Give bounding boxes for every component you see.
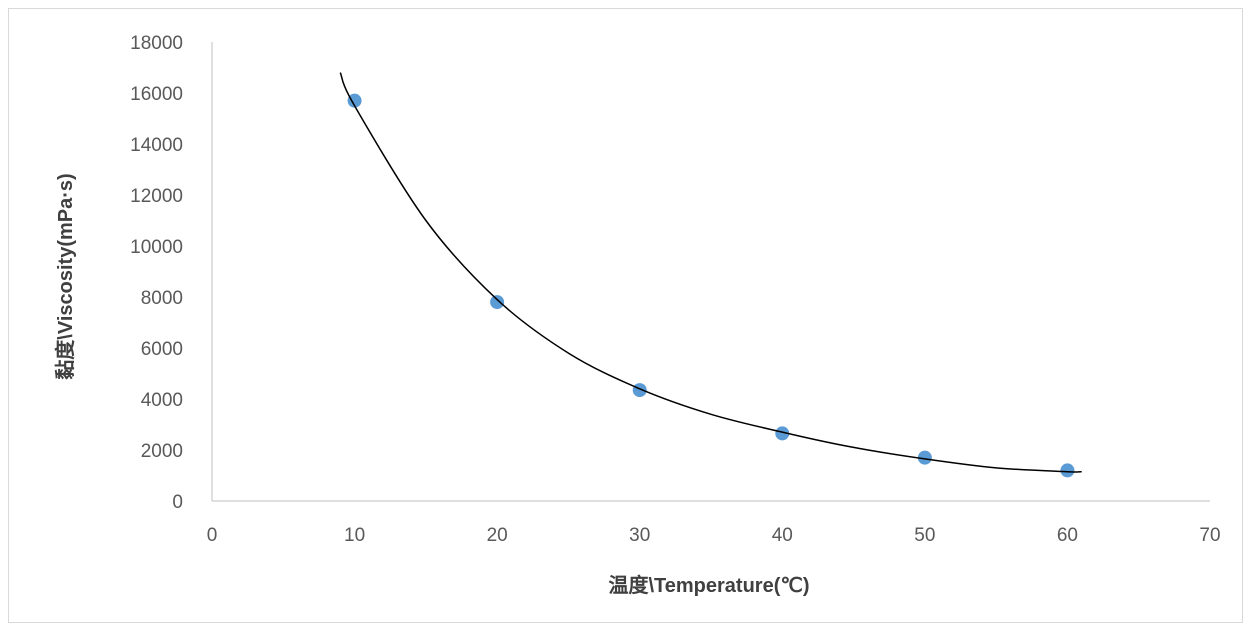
data-point	[490, 295, 505, 310]
x-tick-label: 40	[772, 525, 793, 546]
y-tick-label: 14000	[130, 135, 183, 156]
trendline	[339, 72, 1082, 473]
y-axis-title: 黏度\Viscosity(mPa·s)	[53, 173, 77, 379]
x-axis-title: 温度\Temperature(℃)	[608, 573, 809, 597]
y-tick-label: 6000	[141, 339, 183, 360]
y-tick-label: 2000	[141, 441, 183, 462]
x-tick-label: 20	[487, 525, 508, 546]
y-tick-label: 8000	[141, 288, 183, 309]
x-tick-label: 30	[629, 525, 650, 546]
y-tick-label: 12000	[130, 186, 183, 207]
y-tick-label: 0	[172, 492, 183, 513]
data-point	[917, 450, 932, 465]
x-tick-labels: 0 10 20 30 40 50 60 70	[207, 525, 1221, 546]
y-tick-label: 16000	[130, 84, 183, 105]
x-tick-label: 60	[1057, 525, 1078, 546]
data-point	[1060, 463, 1075, 478]
x-tick-label: 70	[1199, 525, 1220, 546]
data-point	[347, 93, 362, 108]
chart-frame	[8, 8, 1243, 623]
y-tick-label: 18000	[130, 33, 183, 54]
y-tick-labels: 0 2000 4000 6000 8000 10000 12000 14000 16000 180…	[130, 33, 183, 513]
y-tick-label: 10000	[130, 237, 183, 258]
y-tick-label: 4000	[141, 390, 183, 411]
data-points	[347, 93, 1075, 478]
x-tick-label: 10	[344, 525, 365, 546]
data-point	[775, 426, 790, 441]
x-tick-label: 50	[914, 525, 935, 546]
x-tick-label: 0	[207, 525, 218, 546]
